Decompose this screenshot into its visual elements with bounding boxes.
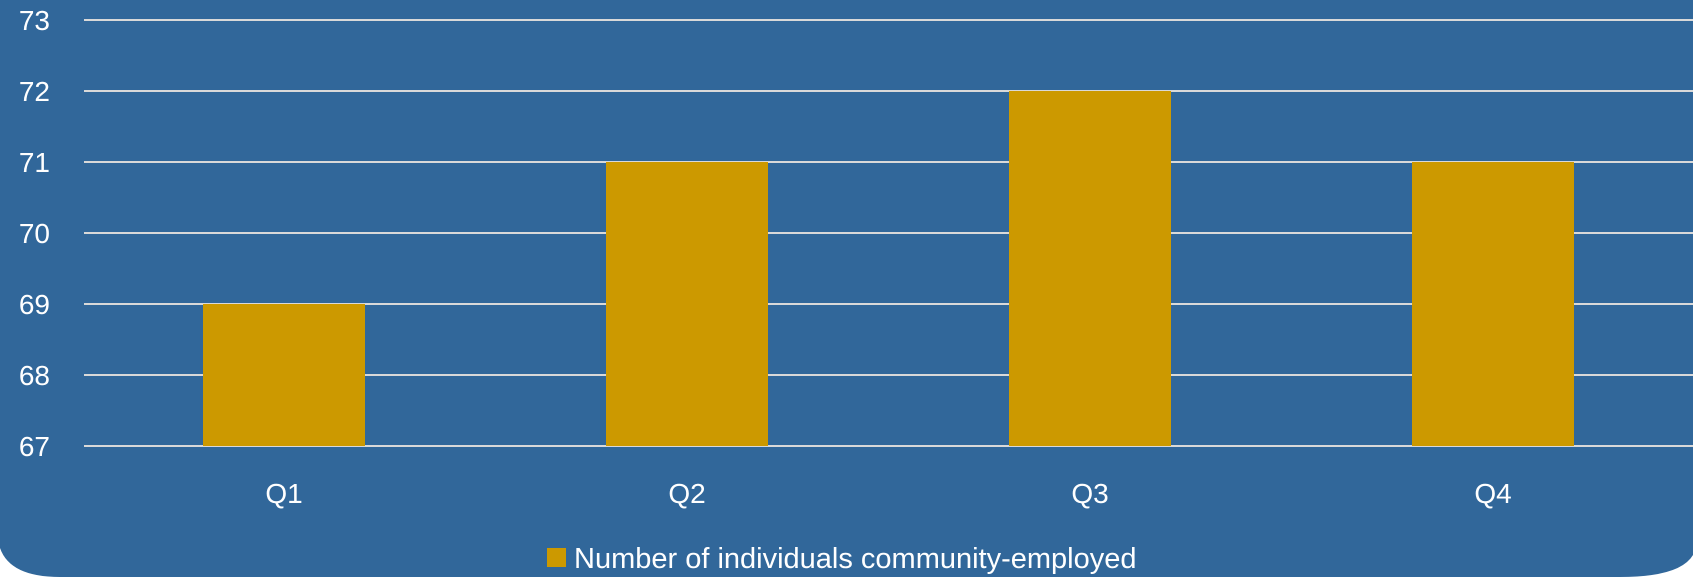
bar-q3: [1009, 91, 1171, 446]
bar-q4: [1412, 162, 1574, 446]
bars: [203, 91, 1574, 446]
y-tick-label: 73: [19, 5, 50, 36]
y-tick-label: 70: [19, 218, 50, 249]
legend-swatch: [547, 548, 566, 567]
x-category-label-q2: Q2: [668, 478, 705, 509]
y-tick-label: 68: [19, 360, 50, 391]
bar-q2: [606, 162, 768, 446]
legend: Number of individuals community-employed: [547, 543, 1137, 575]
bar-q1: [203, 304, 365, 446]
legend-label: Number of individuals community-employed: [574, 543, 1137, 575]
y-axis-tick-labels: 67 68 69 70 71 72 73: [19, 5, 50, 462]
x-category-label-q1: Q1: [265, 478, 302, 509]
x-category-label-q4: Q4: [1474, 478, 1511, 509]
y-tick-label: 67: [19, 431, 50, 462]
x-axis-category-labels: Q1 Q2 Q3 Q4: [265, 478, 1511, 509]
x-category-label-q3: Q3: [1071, 478, 1108, 509]
y-tick-label: 72: [19, 76, 50, 107]
y-tick-label: 71: [19, 147, 50, 178]
y-tick-label: 69: [19, 289, 50, 320]
